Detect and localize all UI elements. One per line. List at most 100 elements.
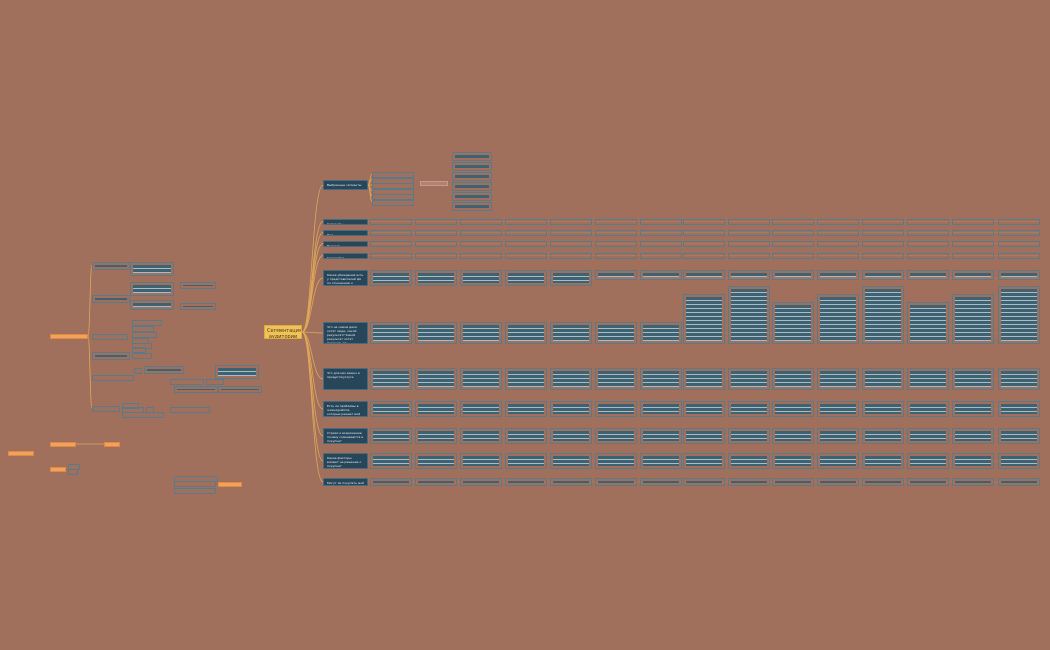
content-cell[interactable] (862, 230, 904, 236)
left-topic-1[interactable] (50, 334, 88, 339)
side-note[interactable] (92, 334, 128, 340)
content-cell[interactable] (550, 453, 592, 469)
content-cell[interactable] (817, 401, 859, 417)
content-cell[interactable] (817, 428, 859, 444)
content-cell[interactable] (998, 401, 1040, 417)
branch-node[interactable]: Что для них важно в продукте/услуге (323, 368, 368, 390)
content-cell[interactable] (952, 270, 994, 280)
content-cell[interactable] (817, 253, 859, 259)
branch-node[interactable]: Пол (323, 230, 368, 236)
content-cell[interactable] (907, 368, 949, 390)
side-note[interactable] (134, 368, 142, 374)
content-cell[interactable] (370, 453, 412, 469)
content-cell[interactable] (772, 428, 814, 444)
content-cell[interactable] (772, 253, 814, 259)
content-cell[interactable] (460, 368, 502, 390)
segment-note[interactable] (452, 192, 492, 201)
content-cell[interactable] (683, 270, 725, 280)
content-cell[interactable] (772, 241, 814, 247)
content-cell[interactable] (595, 270, 637, 280)
content-cell[interactable] (952, 294, 994, 344)
content-cell[interactable] (683, 453, 725, 469)
content-cell[interactable] (550, 219, 592, 225)
content-cell[interactable] (550, 322, 592, 344)
content-cell[interactable] (415, 241, 457, 247)
content-cell[interactable] (772, 270, 814, 280)
side-note[interactable] (92, 295, 130, 303)
side-note[interactable] (130, 262, 174, 276)
content-cell[interactable] (595, 478, 637, 486)
content-cell[interactable] (998, 241, 1040, 247)
segment-item[interactable] (372, 199, 414, 206)
content-cell[interactable] (862, 253, 904, 259)
branch-node[interactable]: Возраст (323, 241, 368, 247)
branch-node[interactable]: Есть ли проблемы в жизни/работе, которые… (323, 401, 368, 417)
content-cell[interactable] (683, 219, 725, 225)
content-cell[interactable] (505, 478, 547, 486)
content-cell[interactable] (640, 230, 682, 236)
segment-note[interactable] (452, 152, 492, 161)
content-cell[interactable] (862, 286, 904, 344)
content-cell[interactable] (550, 478, 592, 486)
content-cell[interactable] (728, 286, 770, 344)
content-cell[interactable] (907, 428, 949, 444)
content-cell[interactable] (817, 368, 859, 390)
content-cell[interactable] (460, 230, 502, 236)
branch-node[interactable]: Какие факторы влияют на решение о покупк… (323, 453, 368, 469)
content-cell[interactable] (772, 478, 814, 486)
content-cell[interactable] (550, 368, 592, 390)
content-cell[interactable] (907, 219, 949, 225)
content-cell[interactable] (370, 219, 412, 225)
side-note[interactable] (174, 481, 216, 487)
content-cell[interactable] (817, 478, 859, 486)
content-cell[interactable] (370, 241, 412, 247)
content-cell[interactable] (415, 322, 457, 344)
content-cell[interactable] (817, 219, 859, 225)
content-cell[interactable] (370, 368, 412, 390)
side-note[interactable] (92, 375, 134, 381)
left-subtopic[interactable] (104, 442, 120, 447)
content-cell[interactable] (952, 428, 994, 444)
content-cell[interactable] (370, 322, 412, 344)
content-cell[interactable] (415, 219, 457, 225)
content-cell[interactable] (907, 401, 949, 417)
content-cell[interactable] (595, 428, 637, 444)
side-note[interactable] (180, 282, 216, 289)
content-cell[interactable] (728, 230, 770, 236)
content-cell[interactable] (640, 219, 682, 225)
content-cell[interactable] (505, 368, 547, 390)
content-cell[interactable] (907, 230, 949, 236)
content-cell[interactable] (505, 253, 547, 259)
content-cell[interactable] (862, 401, 904, 417)
content-cell[interactable] (998, 368, 1040, 390)
content-cell[interactable] (952, 219, 994, 225)
content-cell[interactable] (370, 428, 412, 444)
side-note[interactable] (174, 488, 216, 494)
content-cell[interactable] (728, 453, 770, 469)
content-cell[interactable] (862, 241, 904, 247)
content-cell[interactable] (998, 219, 1040, 225)
branch-node[interactable]: Страхи и возражения, почему сомневаются … (323, 428, 368, 444)
content-cell[interactable] (952, 230, 994, 236)
content-cell[interactable] (595, 241, 637, 247)
content-cell[interactable] (460, 270, 502, 286)
side-note[interactable] (170, 407, 210, 413)
content-cell[interactable] (907, 478, 949, 486)
content-cell[interactable] (998, 428, 1040, 444)
content-cell[interactable] (460, 428, 502, 444)
branch-node[interactable]: Могут ли покупать мой товар/услугу повто… (323, 478, 368, 486)
content-cell[interactable] (415, 270, 457, 286)
content-cell[interactable] (370, 478, 412, 486)
content-cell[interactable] (640, 270, 682, 280)
side-note[interactable] (132, 343, 152, 349)
branch-node[interactable]: Что на самом деле хотят люди, какой резу… (323, 322, 368, 344)
side-note[interactable] (92, 352, 130, 360)
content-cell[interactable] (862, 270, 904, 280)
side-note[interactable] (132, 353, 152, 359)
side-note[interactable] (122, 403, 139, 409)
content-cell[interactable] (817, 294, 859, 344)
content-cell[interactable] (550, 230, 592, 236)
content-cell[interactable] (998, 270, 1040, 280)
side-note[interactable] (174, 386, 218, 393)
content-cell[interactable] (772, 230, 814, 236)
